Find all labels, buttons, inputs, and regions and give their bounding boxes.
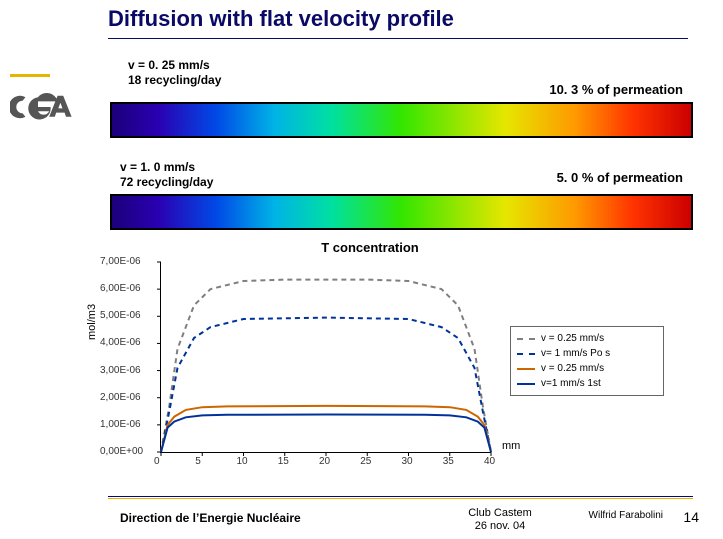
footer-event: Club Castem 26 nov. 04 (440, 507, 560, 533)
legend-label: v= 1 mm/s Po s (541, 346, 610, 361)
xtick-label: 15 (278, 456, 289, 467)
legend-swatch (517, 368, 535, 370)
xtick-label: 40 (484, 456, 495, 467)
chart-svg (161, 262, 491, 452)
case1-velocity: v = 0. 25 mm/s (128, 58, 221, 73)
chart-series-line (161, 318, 491, 452)
chart-series-line (161, 406, 491, 452)
logo-accent-bar (10, 74, 50, 77)
title-underline (108, 38, 688, 39)
ytick-label: 3,00E-06 (100, 365, 156, 376)
footer-org: Direction de l’Energie Nucléaire (120, 511, 301, 525)
ytick-label: 5,00E-06 (100, 310, 156, 321)
case1-params: v = 0. 25 mm/s 18 recycling/day (128, 58, 221, 88)
footer-accent-rule (108, 498, 693, 499)
footer-page-number: 14 (683, 509, 699, 525)
spectrum-gradient-1 (112, 104, 691, 136)
chart-xunit: mm (502, 440, 520, 452)
legend-swatch (517, 338, 535, 340)
chart-series-line (161, 280, 491, 452)
legend-row: v = 0.25 mm/s (517, 361, 657, 376)
ytick-label: 7,00E-06 (100, 256, 156, 267)
legend-label: v = 0.25 mm/s (541, 331, 604, 346)
ytick-label: 0,00E+00 (100, 446, 156, 457)
case2-permeation: 5. 0 % of permeation (557, 170, 683, 185)
footer-author: Wilfrid Farabolini (589, 510, 663, 521)
case2-params: v = 1. 0 mm/s 72 recycling/day (120, 160, 213, 190)
legend-row: v = 0.25 mm/s (517, 331, 657, 346)
chart-title: T concentration (90, 240, 650, 255)
legend-row: v=1 mm/s 1st (517, 376, 657, 391)
legend-swatch (517, 383, 535, 385)
case2-velocity: v = 1. 0 mm/s (120, 160, 213, 175)
xtick-label: 25 (360, 456, 371, 467)
chart-ylabel: mol/m3 (86, 304, 98, 340)
spectrum-bar-2 (110, 194, 693, 230)
case2-recycling: 72 recycling/day (120, 175, 213, 190)
ytick-label: 1,00E-06 (100, 419, 156, 430)
chart-region: T concentration mol/m3 mm v = 0.25 mm/sv… (90, 240, 650, 480)
ytick-label: 4,00E-06 (100, 337, 156, 348)
case1-recycling: 18 recycling/day (128, 73, 221, 88)
xtick-label: 10 (237, 456, 248, 467)
cea-logo (10, 84, 80, 130)
legend-row: v= 1 mm/s Po s (517, 346, 657, 361)
slide-title: Diffusion with flat velocity profile (108, 6, 454, 32)
xtick-label: 30 (402, 456, 413, 467)
legend-swatch (517, 353, 535, 355)
spectrum-gradient-2 (112, 196, 691, 228)
xtick-label: 20 (319, 456, 330, 467)
xtick-label: 35 (443, 456, 454, 467)
ytick-label: 6,00E-06 (100, 283, 156, 294)
legend-label: v=1 mm/s 1st (541, 376, 601, 391)
ytick-label: 2,00E-06 (100, 392, 156, 403)
chart-axes (160, 262, 491, 453)
legend-label: v = 0.25 mm/s (541, 361, 604, 376)
xtick-label: 5 (195, 456, 201, 467)
spectrum-bar-1 (110, 102, 693, 138)
footer-event-name: Club Castem (468, 507, 532, 519)
chart-series-line (161, 415, 491, 453)
chart-legend: v = 0.25 mm/sv= 1 mm/s Po sv = 0.25 mm/s… (510, 326, 664, 396)
xtick-label: 0 (154, 456, 160, 467)
footer-rule (108, 496, 693, 497)
case1-permeation: 10. 3 % of permeation (549, 82, 683, 97)
footer-event-date: 26 nov. 04 (475, 520, 526, 532)
